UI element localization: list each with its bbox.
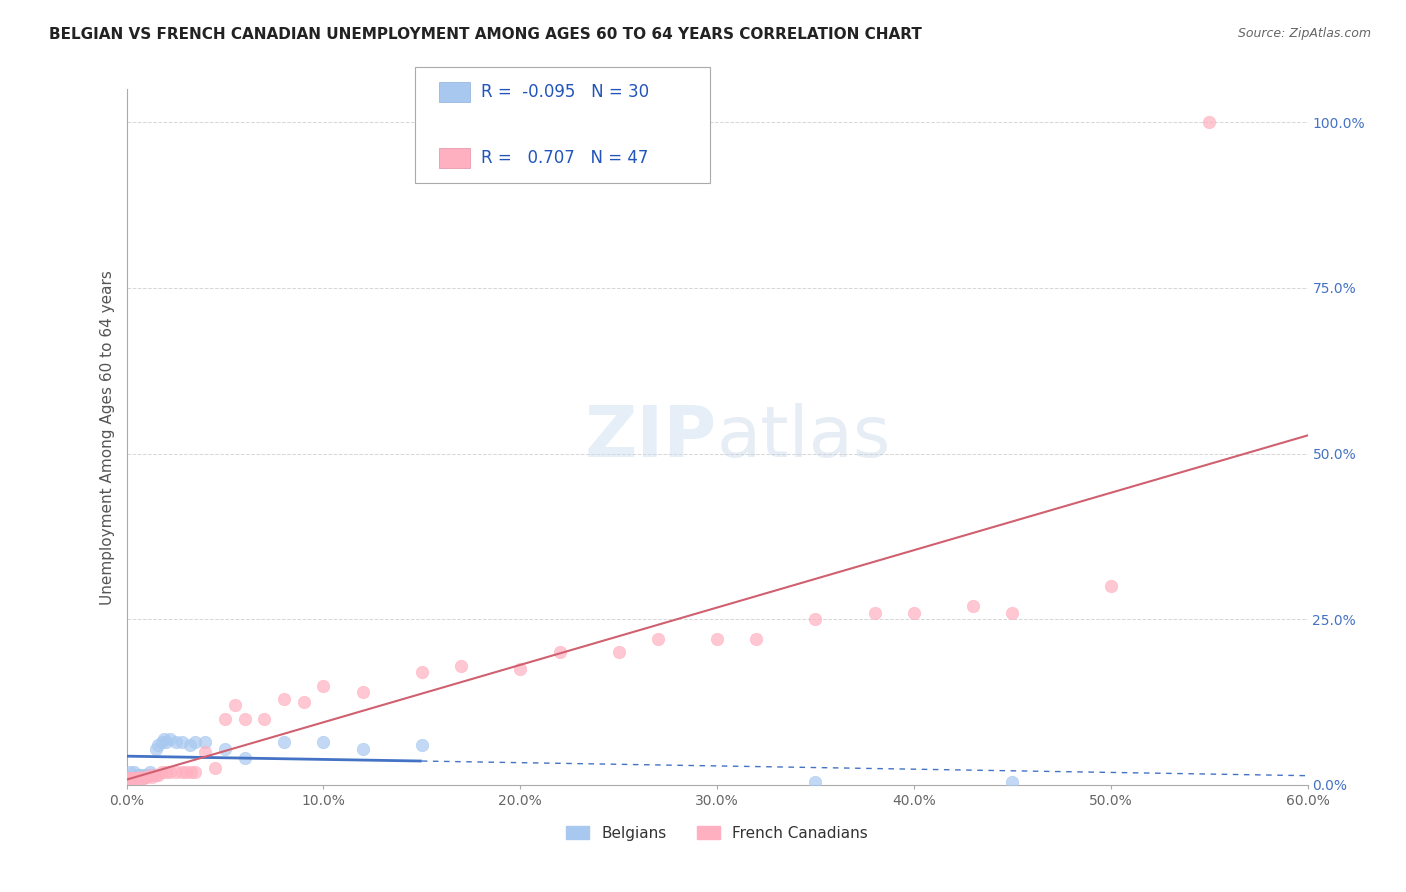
Point bbox=[962, 599, 984, 613]
Point bbox=[194, 735, 217, 749]
Point bbox=[214, 712, 236, 726]
Point bbox=[312, 679, 335, 693]
Point bbox=[135, 768, 157, 782]
Point bbox=[124, 772, 146, 786]
Point bbox=[155, 764, 177, 779]
Point bbox=[184, 764, 207, 779]
Point bbox=[127, 768, 149, 782]
Point bbox=[253, 712, 276, 726]
Point bbox=[159, 764, 181, 779]
Y-axis label: Unemployment Among Ages 60 to 64 years: Unemployment Among Ages 60 to 64 years bbox=[100, 269, 115, 605]
Point bbox=[509, 662, 531, 676]
Point bbox=[194, 745, 217, 759]
Point bbox=[706, 632, 728, 647]
Point bbox=[312, 735, 335, 749]
Point bbox=[155, 735, 177, 749]
Point bbox=[1001, 606, 1024, 620]
Point bbox=[139, 768, 162, 782]
Point bbox=[170, 735, 193, 749]
Point bbox=[127, 772, 149, 786]
Point bbox=[214, 741, 236, 756]
Point bbox=[1198, 115, 1220, 129]
Point bbox=[411, 738, 433, 752]
Point bbox=[131, 772, 153, 786]
Text: BELGIAN VS FRENCH CANADIAN UNEMPLOYMENT AMONG AGES 60 TO 64 YEARS CORRELATION CH: BELGIAN VS FRENCH CANADIAN UNEMPLOYMENT … bbox=[49, 27, 922, 42]
Point bbox=[159, 731, 181, 746]
Point bbox=[165, 735, 187, 749]
Point bbox=[352, 685, 374, 699]
Point bbox=[165, 764, 187, 779]
Point bbox=[141, 770, 163, 784]
Point bbox=[134, 772, 156, 786]
Text: ZIP: ZIP bbox=[585, 402, 717, 472]
Text: R =   0.707   N = 47: R = 0.707 N = 47 bbox=[481, 149, 648, 167]
Text: Source: ZipAtlas.com: Source: ZipAtlas.com bbox=[1237, 27, 1371, 40]
Point bbox=[352, 741, 374, 756]
Point bbox=[1099, 579, 1122, 593]
Point bbox=[141, 768, 163, 782]
Point bbox=[273, 735, 295, 749]
Point bbox=[647, 632, 669, 647]
Point bbox=[121, 772, 143, 786]
Point bbox=[179, 738, 201, 752]
Point bbox=[121, 772, 143, 786]
Point bbox=[125, 772, 148, 786]
Point bbox=[233, 751, 256, 765]
Legend: Belgians, French Canadians: Belgians, French Canadians bbox=[560, 820, 875, 847]
Point bbox=[224, 698, 246, 713]
Point bbox=[170, 764, 193, 779]
Point bbox=[273, 691, 295, 706]
Point bbox=[120, 772, 142, 786]
Point bbox=[124, 764, 146, 779]
Point bbox=[1001, 774, 1024, 789]
Point bbox=[903, 606, 925, 620]
Point bbox=[134, 768, 156, 782]
Point bbox=[184, 735, 207, 749]
Point bbox=[146, 768, 169, 782]
Point bbox=[139, 764, 162, 779]
Point bbox=[548, 645, 571, 659]
Point bbox=[131, 772, 153, 786]
Point bbox=[174, 764, 197, 779]
Point bbox=[804, 612, 827, 626]
Point bbox=[607, 645, 630, 659]
Point bbox=[450, 658, 472, 673]
Point bbox=[863, 606, 886, 620]
Point bbox=[150, 764, 173, 779]
Point bbox=[145, 768, 167, 782]
Point bbox=[146, 738, 169, 752]
Point bbox=[115, 772, 138, 786]
Point bbox=[145, 741, 167, 756]
Point bbox=[745, 632, 768, 647]
Text: R =  -0.095   N = 30: R = -0.095 N = 30 bbox=[481, 83, 650, 101]
Point bbox=[129, 768, 152, 782]
Point bbox=[180, 764, 202, 779]
Point bbox=[125, 772, 148, 786]
Point bbox=[804, 774, 827, 789]
Point bbox=[153, 731, 176, 746]
Point bbox=[204, 761, 226, 775]
Point bbox=[292, 695, 315, 709]
Text: atlas: atlas bbox=[717, 402, 891, 472]
Point bbox=[129, 770, 152, 784]
Point bbox=[150, 735, 173, 749]
Point bbox=[411, 665, 433, 680]
Point bbox=[135, 770, 157, 784]
Point bbox=[233, 712, 256, 726]
Point bbox=[120, 764, 142, 779]
